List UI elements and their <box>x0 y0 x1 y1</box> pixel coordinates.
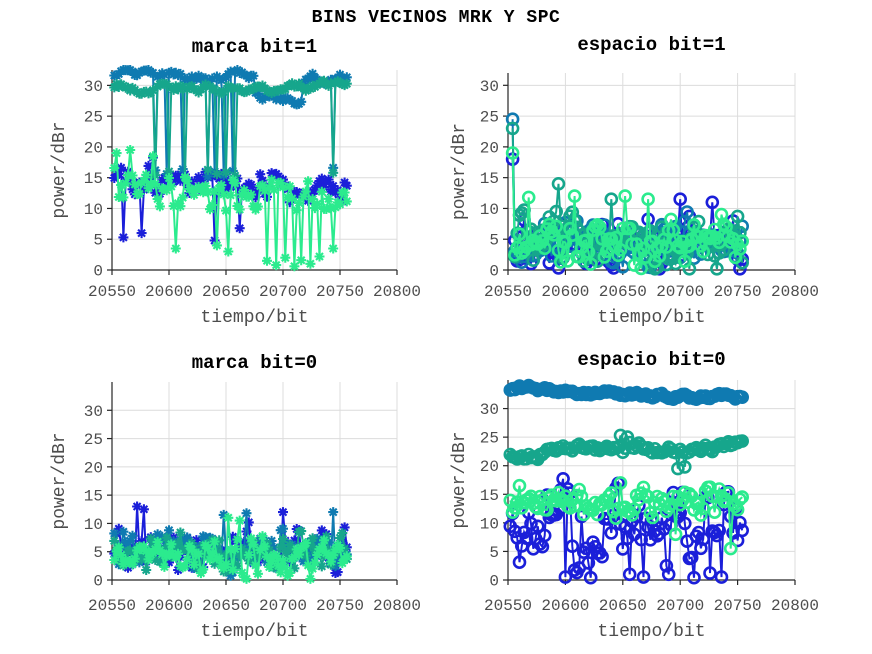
y-tick-label: 15 <box>480 487 499 505</box>
subplot-espacio-bit1: 20550 20600 20650 20700 20750 20800 0 5 10 15 20 25… <box>450 34 819 327</box>
subplot-title: espacio bit=0 <box>577 349 725 371</box>
x-tick-label: 20650 <box>599 283 647 301</box>
subplot-title: marca bit=0 <box>192 352 317 374</box>
x-tick-label: 20600 <box>145 597 193 615</box>
y-tick-label: 10 <box>84 201 103 219</box>
circle-markers <box>503 378 749 406</box>
asterisk-markers <box>109 512 352 584</box>
x-tick-label: 20650 <box>202 597 250 615</box>
x-axis-label: tiempo/bit <box>200 622 308 642</box>
y-axis-label: power/dBr <box>450 123 470 220</box>
y-tick-label: 30 <box>84 403 103 421</box>
y-tick-label: 0 <box>93 573 103 591</box>
x-tick-label: 20550 <box>484 597 532 615</box>
y-tick-label: 5 <box>489 232 499 250</box>
x-tick-label: 20550 <box>484 283 532 301</box>
axes <box>503 380 796 585</box>
series-spring-green <box>109 145 352 272</box>
y-tick-label: 0 <box>489 263 499 281</box>
x-axis-label: tiempo/bit <box>597 622 705 642</box>
x-tick-label: 20800 <box>373 597 421 615</box>
circle-markers <box>505 146 749 276</box>
x-tick-label: 20750 <box>714 283 762 301</box>
subplot-marca-bit1: 20550 20600 20650 20700 20750 20800 0 5 10 15 20 25… <box>50 36 421 327</box>
y-tick-label: 10 <box>84 516 103 534</box>
y-tick-label: 15 <box>480 170 499 188</box>
x-tick-label: 20700 <box>656 283 704 301</box>
series-sea-green <box>109 75 352 183</box>
y-tick-label: 0 <box>489 573 499 591</box>
x-tick-label: 20700 <box>656 597 704 615</box>
y-tick-label: 25 <box>480 109 499 127</box>
circle-markers <box>503 476 749 556</box>
x-tick-label: 20800 <box>771 597 819 615</box>
y-tick-label: 10 <box>480 201 499 219</box>
series-sea-green <box>503 428 749 476</box>
subplot-espacio-bit0: 20550 20600 20650 20700 20750 20800 0 5 10 15 20 25… <box>450 349 819 642</box>
x-tick-label: 20550 <box>88 597 136 615</box>
y-tick-label: 20 <box>480 139 499 157</box>
y-axis-label: power/dBr <box>50 432 70 529</box>
tick-labels: 20550 20600 20650 20700 20750 20800 0 5 10 15 20 25… <box>480 78 819 301</box>
y-tick-label: 25 <box>480 430 499 448</box>
y-tick-label: 0 <box>93 263 103 281</box>
circle-markers <box>503 428 749 476</box>
y-tick-label: 20 <box>480 458 499 476</box>
asterisk-markers <box>109 75 352 183</box>
x-tick-label: 20750 <box>316 597 364 615</box>
axes <box>107 382 398 585</box>
y-axis-label: power/dBr <box>450 431 470 528</box>
series-spring-green <box>505 146 749 276</box>
y-tick-label: 20 <box>84 459 103 477</box>
subplot-marca-bit0: 20550 20600 20650 20700 20750 20800 0 5 10 15 20 25… <box>50 352 421 642</box>
x-tick-label: 20600 <box>145 283 193 301</box>
tick-labels: 20550 20600 20650 20700 20750 20800 0 5 10 15 20 25… <box>84 78 421 301</box>
grid-lines <box>112 382 398 580</box>
y-tick-label: 30 <box>480 401 499 419</box>
asterisk-markers <box>109 145 352 272</box>
y-tick-label: 15 <box>84 170 103 188</box>
y-tick-label: 30 <box>84 78 103 96</box>
series-steel-blue <box>503 378 749 406</box>
y-tick-label: 5 <box>93 232 103 250</box>
x-tick-label: 20800 <box>771 283 819 301</box>
x-tick-label: 20650 <box>599 597 647 615</box>
figure-title: BINS VECINOS MRK Y SPC <box>311 8 561 28</box>
x-tick-label: 20700 <box>259 597 307 615</box>
x-tick-label: 20600 <box>541 283 589 301</box>
y-tick-label: 5 <box>489 544 499 562</box>
y-tick-label: 25 <box>84 109 103 127</box>
y-tick-label: 25 <box>84 431 103 449</box>
x-tick-label: 20750 <box>714 597 762 615</box>
y-axis-label: power/dBr <box>50 121 70 218</box>
subplot-title: marca bit=1 <box>192 36 317 58</box>
tick-labels: 20550 20600 20650 20700 20750 20800 0 5 10 15 20 25… <box>84 403 421 615</box>
series-spring-green <box>503 476 749 556</box>
series-spring-green <box>109 512 352 584</box>
grid-lines <box>508 380 796 580</box>
x-tick-label: 20650 <box>202 283 250 301</box>
subplot-title: espacio bit=1 <box>577 34 725 56</box>
y-tick-label: 30 <box>480 78 499 96</box>
x-axis-label: tiempo/bit <box>597 308 705 327</box>
y-tick-label: 10 <box>480 515 499 533</box>
x-tick-label: 20600 <box>541 597 589 615</box>
y-tick-label: 20 <box>84 139 103 157</box>
x-tick-label: 20700 <box>259 283 307 301</box>
y-tick-label: 15 <box>84 488 103 506</box>
x-tick-label: 20800 <box>373 283 421 301</box>
x-axis-label: tiempo/bit <box>200 308 308 327</box>
x-tick-label: 20750 <box>316 283 364 301</box>
x-tick-label: 20550 <box>88 283 136 301</box>
y-tick-label: 5 <box>93 544 103 562</box>
tick-labels: 20550 20600 20650 20700 20750 20800 0 5 10 15 20 25… <box>480 401 819 615</box>
